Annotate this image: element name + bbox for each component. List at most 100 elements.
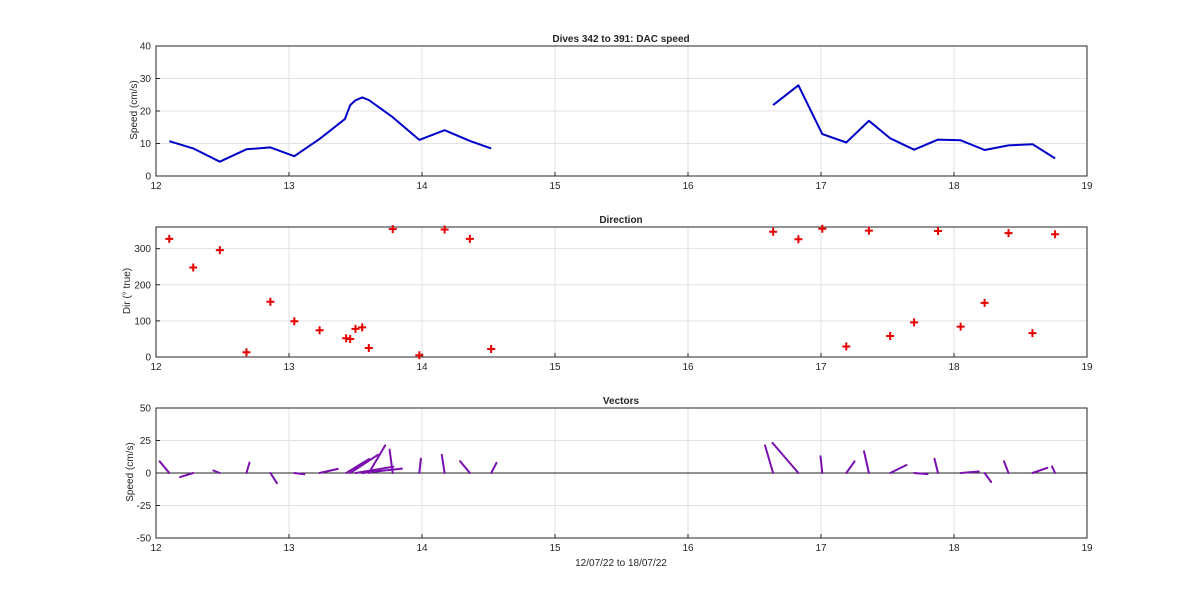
direction-point	[1028, 329, 1037, 338]
vector-stick	[212, 469, 221, 474]
direction-point	[215, 246, 224, 255]
direction-point	[290, 317, 299, 326]
speed-y-tick-label: 20	[140, 107, 152, 118]
figure-x-axis-label: 12/07/22 to 18/07/22	[575, 558, 667, 569]
direction-point	[388, 225, 397, 234]
speed-axes-frame	[155, 45, 1088, 177]
direction-point	[266, 297, 275, 306]
direction-point	[351, 324, 360, 333]
vector-stick	[418, 457, 422, 474]
vector-stick	[367, 444, 387, 474]
speed-panel: Dives 342 to 391: DAC speed Speed (cm/s)…	[129, 34, 1093, 192]
vector-stick	[845, 460, 856, 474]
direction-y-tick-label: 200	[134, 280, 151, 291]
vector-stick	[1051, 465, 1057, 474]
speed-x-tick-label: 12	[150, 181, 162, 192]
vector-stick	[349, 453, 379, 474]
direction-y-tick-label: 300	[134, 244, 151, 255]
vectors-x-tick-label: 16	[682, 543, 694, 554]
speed-x-tick-label: 17	[815, 181, 827, 192]
vectors-y-tick-label: -50	[137, 534, 152, 545]
vector-stick	[889, 464, 908, 474]
vector-stick	[490, 461, 498, 474]
direction-point	[465, 234, 474, 243]
vector-stick	[764, 444, 775, 474]
direction-point	[1051, 230, 1060, 239]
vectors-x-tick-label: 19	[1081, 543, 1093, 554]
direction-panel-title: Direction	[599, 215, 642, 226]
direction-point	[415, 351, 424, 360]
direction-point	[364, 343, 373, 352]
speed-y-tick-label: 30	[140, 74, 152, 85]
vector-stick	[345, 458, 371, 474]
vectors-x-tick-label: 18	[948, 543, 960, 554]
direction-point	[1004, 229, 1013, 238]
vector-stick	[269, 472, 278, 485]
vectors-y-tick-label: -25	[137, 501, 152, 512]
speed-y-tick-label: 0	[145, 172, 151, 183]
speed-x-tick-label: 18	[948, 181, 960, 192]
direction-point	[165, 234, 174, 243]
vector-stick	[1031, 466, 1049, 474]
direction-point	[842, 342, 851, 351]
speed-y-axis-label: Speed (cm/s)	[129, 80, 140, 139]
vector-stick	[1003, 460, 1010, 474]
direction-x-tick-label: 14	[416, 362, 428, 373]
direction-y-tick-label: 100	[134, 316, 151, 327]
speed-x-tick-label: 19	[1081, 181, 1093, 192]
speed-x-tick-label: 16	[682, 181, 694, 192]
vector-stick	[440, 453, 446, 474]
direction-point	[346, 334, 355, 343]
vector-stick	[459, 460, 471, 474]
direction-point	[315, 326, 324, 335]
direction-x-tick-label: 17	[815, 362, 827, 373]
direction-y-tick-label: 0	[145, 353, 151, 364]
vector-stick	[179, 472, 195, 479]
vectors-y-tick-label: 0	[145, 469, 151, 480]
direction-x-tick-label: 16	[682, 362, 694, 373]
vector-stick	[354, 465, 395, 474]
vectors-x-tick-label: 15	[549, 543, 561, 554]
vector-stick	[388, 448, 394, 474]
speed-series-line	[169, 96, 492, 163]
vectors-x-tick-label: 14	[416, 543, 428, 554]
vector-stick	[933, 457, 939, 474]
speed-panel-title: Dives 342 to 391: DAC speed	[552, 34, 689, 45]
direction-point	[956, 322, 965, 331]
vector-stick	[983, 472, 993, 483]
direction-point	[358, 323, 367, 332]
direction-point	[794, 235, 803, 244]
direction-point	[864, 226, 873, 235]
speed-series-line	[772, 84, 1056, 160]
speed-x-tick-label: 14	[416, 181, 428, 192]
direction-x-tick-label: 12	[150, 362, 162, 373]
direction-panel: Direction Dir (° true) 12 13 14 15 16 17 18 19 0…	[122, 215, 1093, 373]
vector-stick	[245, 461, 251, 474]
vector-stick	[771, 441, 800, 474]
speed-x-tick-label: 13	[283, 181, 295, 192]
direction-axes-frame	[155, 226, 1088, 358]
vector-stick	[293, 472, 306, 476]
vector-stick	[318, 467, 339, 474]
direction-y-axis-label: Dir (° true)	[122, 268, 133, 314]
direction-x-tick-label: 18	[948, 362, 960, 373]
direction-x-tick-label: 19	[1081, 362, 1093, 373]
vector-stick	[913, 472, 929, 476]
vector-stick	[819, 455, 824, 474]
vector-stick	[158, 460, 171, 474]
vector-stick	[863, 450, 870, 474]
vectors-x-tick-label: 13	[283, 543, 295, 554]
speed-x-tick-label: 15	[549, 181, 561, 192]
direction-point	[980, 298, 989, 307]
speed-y-tick-label: 10	[140, 139, 152, 150]
direction-point	[934, 226, 943, 235]
vectors-y-tick-label: 50	[140, 404, 152, 415]
vectors-panel-title: Vectors	[603, 396, 640, 407]
direction-point	[769, 227, 778, 236]
vectors-x-tick-label: 17	[815, 543, 827, 554]
direction-point	[818, 224, 827, 233]
direction-point	[440, 225, 449, 234]
direction-x-tick-label: 15	[549, 362, 561, 373]
speed-y-tick-label: 40	[140, 42, 152, 53]
